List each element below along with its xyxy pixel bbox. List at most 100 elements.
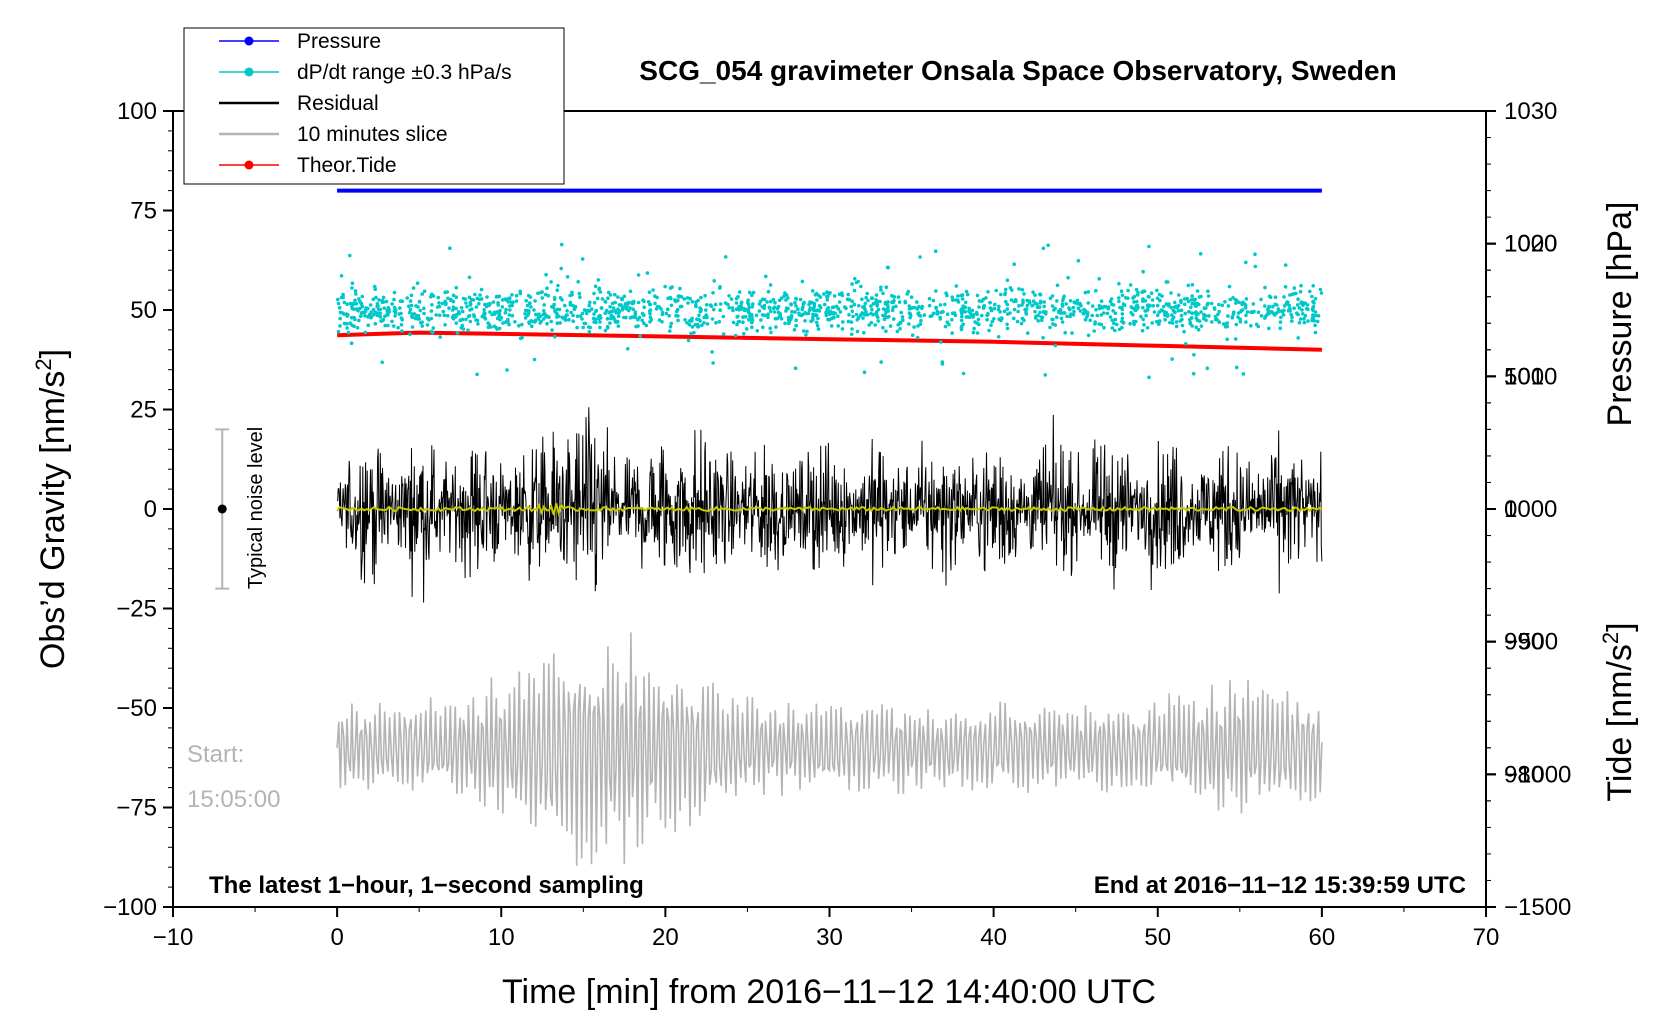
dpdt-point — [874, 298, 878, 302]
dpdt-point — [1206, 294, 1211, 298]
dpdt-point — [457, 310, 461, 314]
dpdt-point — [646, 300, 651, 304]
dpdt-point — [1113, 328, 1117, 333]
dpdt-point — [378, 314, 382, 319]
dpdt-point — [1020, 303, 1024, 307]
dpdt-point — [500, 298, 505, 302]
dpdt-point — [986, 290, 990, 294]
dpdt-point — [341, 295, 345, 300]
dpdt-point — [1043, 373, 1048, 377]
dpdt-point — [718, 308, 722, 313]
dpdt-point — [927, 303, 932, 308]
dpdt-point — [375, 313, 379, 318]
dpdt-point — [595, 296, 600, 301]
dpdt-point — [464, 317, 468, 322]
dpdt-point — [721, 332, 726, 336]
dpdt-point — [571, 303, 575, 308]
dpdt-point — [663, 284, 667, 289]
dpdt-point — [897, 300, 902, 304]
dpdt-point — [392, 290, 397, 295]
dpdt-point — [420, 324, 425, 328]
dpdt-point — [1172, 309, 1176, 314]
dpdt-point — [479, 287, 484, 292]
dpdt-point — [1204, 306, 1208, 310]
dpdt-point — [1190, 282, 1195, 287]
dpdt-point — [543, 312, 547, 316]
dpdt-point — [1134, 299, 1139, 304]
dpdt-point — [735, 322, 739, 327]
dpdt-point — [843, 305, 847, 309]
dpdt-point — [447, 306, 451, 311]
dpdt-point — [1050, 317, 1054, 322]
dpdt-point — [855, 329, 860, 334]
dpdt-point — [1243, 305, 1248, 310]
dpdt-point — [1313, 330, 1318, 335]
dpdt-point — [645, 271, 650, 275]
dpdt-point — [592, 301, 597, 305]
dpdt-point — [431, 326, 436, 330]
dpdt-point — [363, 330, 368, 335]
dpdt-point — [353, 289, 358, 293]
dpdt-point — [754, 313, 759, 318]
dpdt-point — [575, 325, 579, 330]
dpdt-point — [1143, 299, 1148, 303]
dpdt-point — [568, 293, 572, 298]
dpdt-point — [686, 338, 691, 343]
dpdt-point — [819, 305, 823, 310]
dpdt-point — [1028, 301, 1032, 305]
dpdt-point — [514, 299, 519, 303]
y-axis-pressure-title: Pressure [hPa] — [1601, 202, 1639, 427]
dpdt-point — [959, 318, 964, 323]
dpdt-point — [373, 287, 378, 292]
dpdt-point — [1004, 299, 1008, 304]
dpdt-point — [626, 347, 630, 351]
y-left-tick-label: 50 — [130, 297, 157, 324]
dpdt-point — [513, 320, 517, 324]
dpdt-point — [620, 297, 624, 302]
dpdt-point — [933, 249, 938, 253]
y-left-tick-label: 25 — [130, 397, 157, 424]
dpdt-point — [1174, 324, 1179, 329]
dpdt-point — [1102, 325, 1106, 330]
dpdt-point — [1282, 308, 1286, 313]
dpdt-point — [764, 274, 768, 279]
dpdt-point — [378, 311, 383, 316]
dpdt-point — [1234, 365, 1239, 370]
dpdt-point — [636, 324, 640, 328]
dpdt-point — [1026, 331, 1030, 335]
dpdt-point — [1141, 305, 1145, 310]
dpdt-point — [918, 255, 922, 259]
dpdt-point — [1132, 294, 1137, 299]
dpdt-point — [1150, 321, 1154, 325]
dpdt-point — [919, 318, 923, 323]
dpdt-point — [714, 321, 718, 325]
dpdt-point — [696, 325, 700, 329]
dpdt-point — [1050, 304, 1055, 308]
dpdt-point — [603, 299, 607, 304]
dpdt-point — [755, 329, 760, 333]
dpdt-point — [628, 306, 632, 310]
dpdt-point — [356, 308, 360, 313]
dpdt-point — [704, 308, 708, 312]
dpdt-point — [408, 332, 412, 337]
x-tick-label: 60 — [1309, 924, 1336, 951]
y-pressure-tick-label: 1020 — [1504, 231, 1557, 258]
dpdt-point — [550, 328, 554, 332]
dpdt-point — [690, 316, 694, 321]
dpdt-point — [875, 304, 879, 308]
dpdt-point — [1318, 287, 1323, 292]
dpdt-point — [1271, 304, 1275, 309]
dpdt-point — [668, 324, 673, 329]
dpdt-point — [676, 318, 680, 323]
dpdt-point — [912, 325, 916, 329]
dpdt-point — [796, 307, 800, 312]
dpdt-point — [829, 324, 834, 328]
dpdt-point — [694, 300, 698, 304]
dpdt-point — [832, 294, 837, 298]
dpdt-point — [393, 310, 398, 315]
dpdt-point — [920, 304, 925, 309]
dpdt-point — [943, 324, 948, 329]
dpdt-point — [1033, 316, 1038, 320]
dpdt-point — [538, 314, 543, 319]
dpdt-point — [477, 301, 481, 306]
